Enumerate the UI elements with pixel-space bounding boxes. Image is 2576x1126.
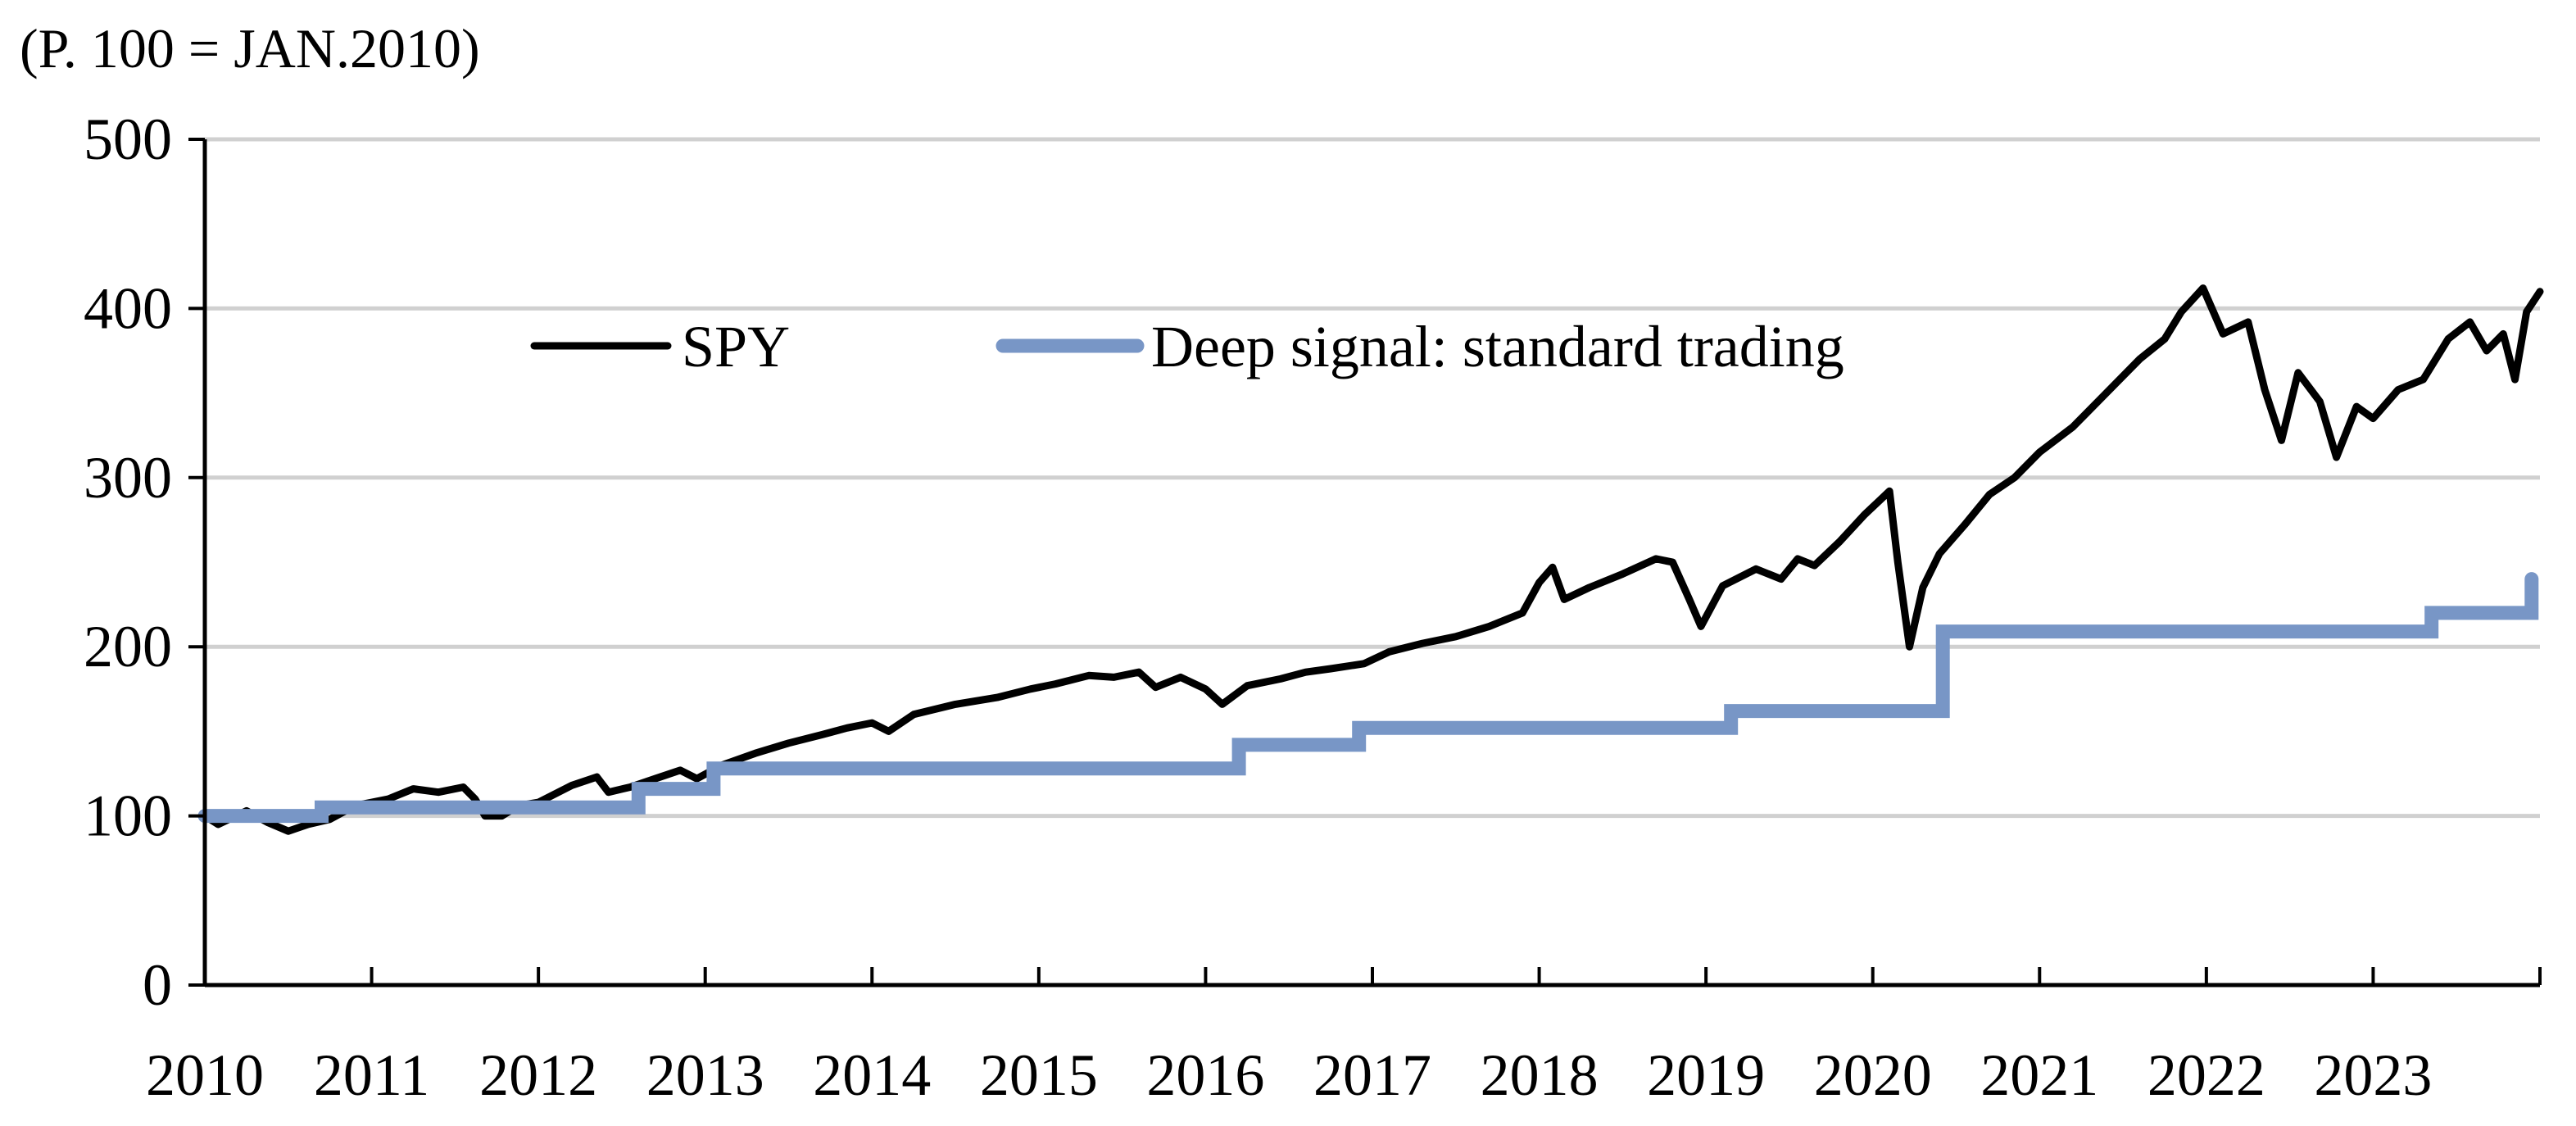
x-tick-label: 2020 <box>1814 1042 1932 1108</box>
y-tick-label: 100 <box>84 783 172 849</box>
legend-label-spy: SPY <box>682 314 790 379</box>
y-tick-label: 300 <box>84 445 172 511</box>
series-line-spy <box>201 284 2544 835</box>
legend-label-deep-signal: Deep signal: standard trading <box>1151 314 1844 379</box>
x-tick-label: 2021 <box>1980 1042 2098 1108</box>
series-lines <box>197 284 2544 835</box>
unit-label: (P. 100 = JAN.2010) <box>20 17 480 79</box>
x-tick-label: 2018 <box>1481 1042 1599 1108</box>
x-tick-label: 2011 <box>314 1042 429 1108</box>
x-tick-label: 2015 <box>980 1042 1098 1108</box>
y-tick-label: 400 <box>84 275 172 341</box>
x-tick-label: 2022 <box>2147 1042 2265 1108</box>
x-tick-label: 2019 <box>1647 1042 1765 1108</box>
y-tick-label: 200 <box>84 614 172 679</box>
x-tick-label: 2010 <box>146 1042 264 1108</box>
y-tick-label: 0 <box>143 952 172 1018</box>
x-tick-label: 2017 <box>1313 1042 1431 1108</box>
x-tick-label: 2016 <box>1146 1042 1264 1108</box>
x-tick-label: 2013 <box>646 1042 764 1108</box>
x-tick-label: 2012 <box>479 1042 597 1108</box>
x-tick-label: 2014 <box>813 1042 931 1108</box>
x-tick-label: 2023 <box>2314 1042 2432 1108</box>
gridlines <box>205 137 2540 819</box>
legend: SPY Deep signal: standard trading <box>530 314 1844 379</box>
axes: 0 100 200 300 400 500 2010 2011 2012 2013 2014 2015… <box>84 107 2542 1108</box>
series-line-deep-signal <box>197 572 2539 824</box>
y-tick-label: 500 <box>84 107 172 172</box>
